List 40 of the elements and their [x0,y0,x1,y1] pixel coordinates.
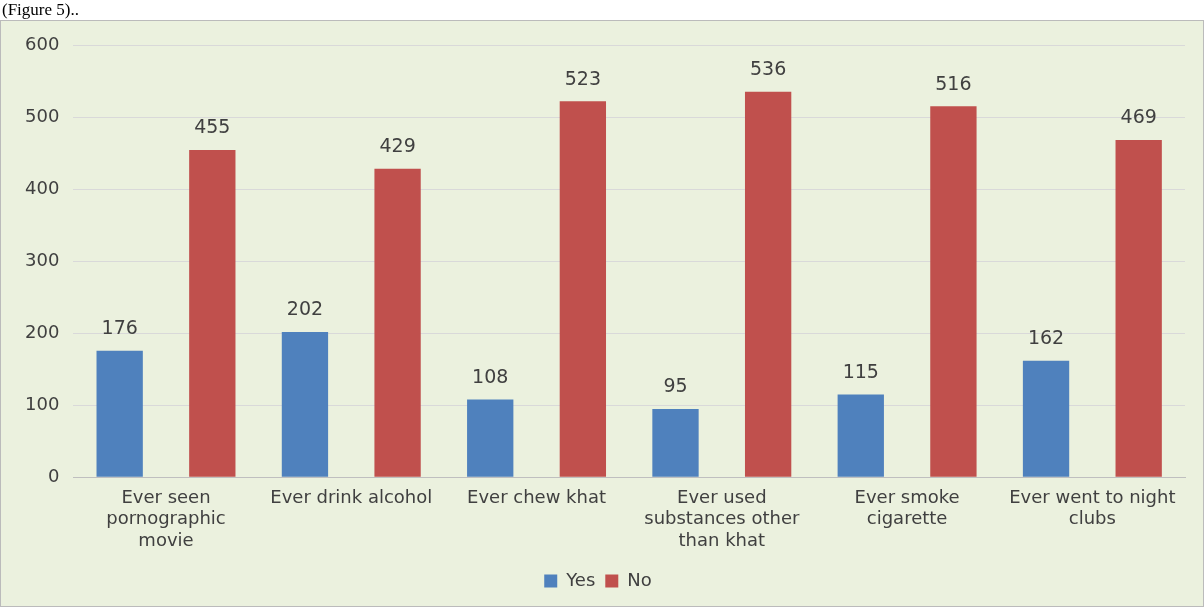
y-tick-label: 600 [25,33,60,55]
data-label: 162 [1027,326,1065,349]
bar [837,394,884,477]
y-tick-label: 300 [25,249,60,271]
x-tick-label: Ever went to night clubs [1009,485,1176,529]
bar [96,350,143,477]
bar [281,331,329,477]
y-tick-label: 200 [25,321,60,343]
data-label: 429 [379,134,416,157]
data-label: 202 [286,297,324,320]
y-tick-label: 500 [25,105,60,127]
x-tick-label: Ever smoke cigarette [854,485,960,529]
legend-label: No [627,568,652,590]
data-label: 516 [935,71,972,94]
legend-label: Yes [565,568,596,590]
y-tick-label: 0 [47,464,60,486]
bar [559,101,607,477]
data-label: 469 [1120,105,1157,128]
bar [374,168,421,477]
y-tick-label: 100 [25,392,60,414]
bar [1022,360,1070,477]
bar [1115,139,1162,477]
bar [189,150,236,477]
y-tick-label: 400 [25,177,60,199]
data-label: 536 [750,57,787,80]
text: (Figure 5).. [1,0,80,20]
bar [652,408,699,477]
data-label: 108 [472,364,509,387]
bar [744,91,792,477]
data-label: 176 [101,316,138,339]
x-tick-label: Ever seen pornographic movie [106,485,226,550]
x-tick-label: Ever drink alcohol [270,485,433,507]
data-label: 95 [663,374,688,397]
data-label: 115 [842,359,879,382]
bar [467,399,514,477]
data-label: 455 [194,115,231,138]
bar [930,106,977,477]
data-label: 523 [564,66,601,89]
x-tick-label: Ever chew khat [467,485,607,507]
x-tick-label: Ever used substances other than khat [644,485,800,550]
